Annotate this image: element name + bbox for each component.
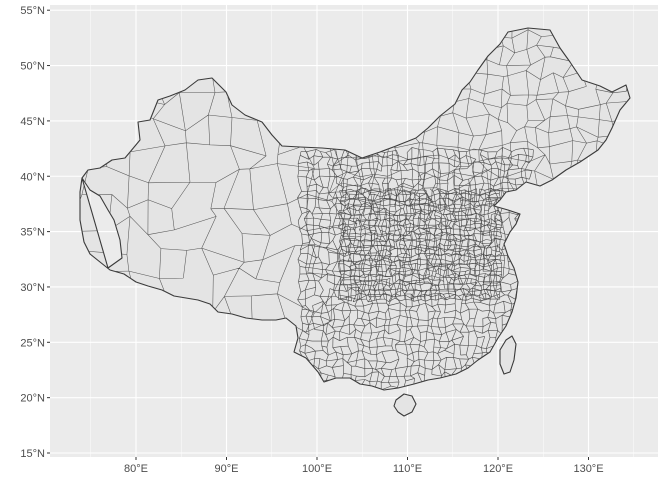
china-outline bbox=[79, 27, 631, 391]
hainan-island bbox=[393, 393, 417, 417]
y-tick-label: 45°N bbox=[20, 116, 45, 128]
county-border-mesh bbox=[297, 146, 534, 390]
x-tick-label: 120°E bbox=[483, 463, 513, 475]
y-tick-label: 15°N bbox=[20, 448, 45, 460]
county-border-mesh bbox=[337, 187, 503, 303]
x-tick-label: 110°E bbox=[393, 463, 422, 475]
y-tick-label: 35°N bbox=[20, 227, 45, 239]
y-tick-label: 20°N bbox=[20, 393, 45, 405]
x-tick-label: 100°E bbox=[302, 463, 332, 475]
y-tick-label: 55°N bbox=[20, 5, 45, 17]
y-tick-label: 30°N bbox=[20, 282, 45, 294]
x-tick-label: 90°E bbox=[215, 463, 239, 475]
taiwan-island bbox=[499, 335, 517, 375]
y-tick-label: 40°N bbox=[20, 171, 45, 183]
y-tick-label: 50°N bbox=[20, 61, 45, 73]
y-tick-label: 25°N bbox=[20, 337, 45, 349]
china-county-map bbox=[79, 27, 631, 417]
axes: 80°E 90°E 100°E 110°E 120°E 130°E 15°N 20°N 25°N… bbox=[20, 5, 603, 475]
x-tick-label: 80°E bbox=[124, 463, 148, 475]
x-tick-label: 130°E bbox=[573, 463, 603, 475]
